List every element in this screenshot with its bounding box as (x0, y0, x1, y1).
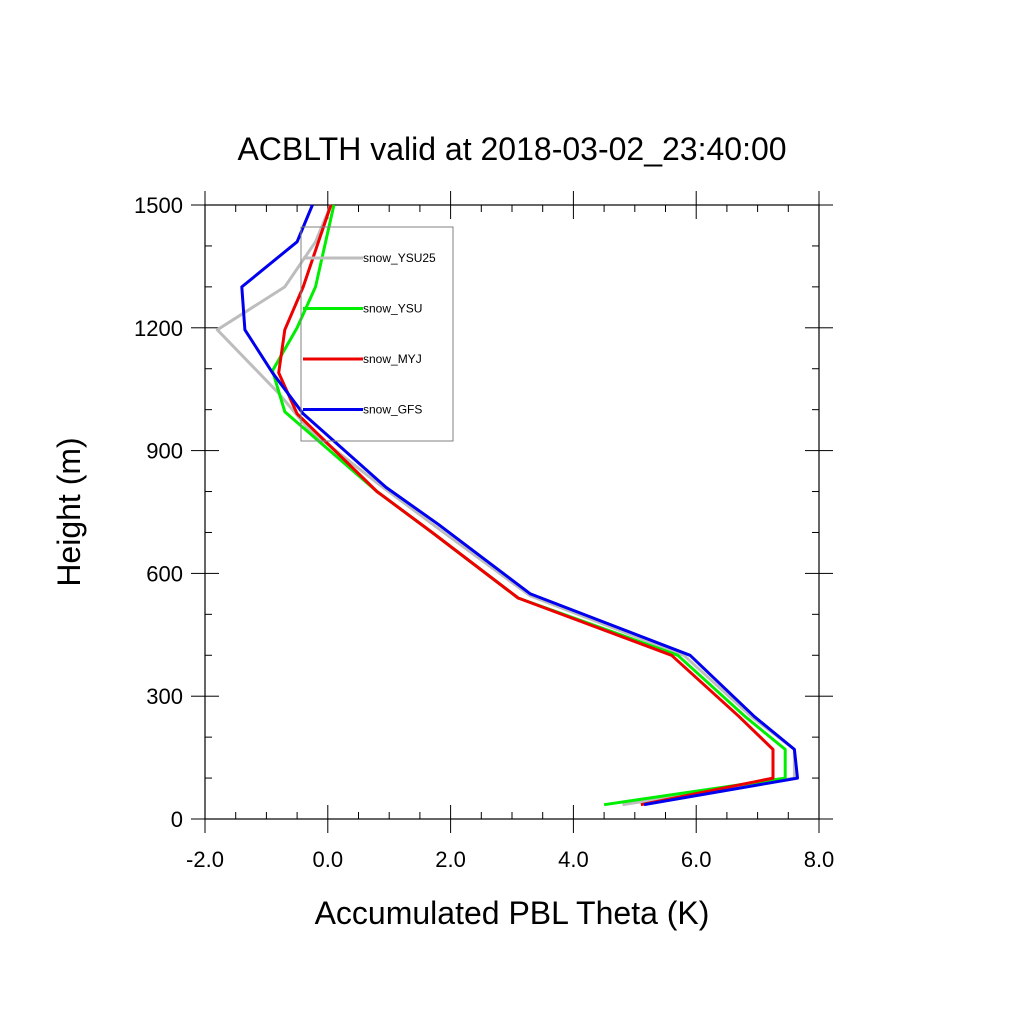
x-tick-label: 4.0 (558, 847, 589, 872)
legend-label: snow_YSU (363, 302, 422, 316)
x-tick-label: -2.0 (186, 847, 224, 872)
x-tick-label: 8.0 (804, 847, 835, 872)
legend-label: snow_GFS (363, 403, 422, 417)
y-tick-label: 600 (146, 561, 183, 586)
series-line-snow-ysu (271, 204, 787, 807)
x-tick-label: 6.0 (681, 847, 712, 872)
series-line-snow-ysu25 (215, 204, 796, 807)
x-tick-label: 2.0 (435, 847, 466, 872)
y-tick-label: 1500 (134, 193, 183, 218)
y-axis-title: Height (m) (51, 437, 87, 586)
y-tick-label: 0 (171, 807, 183, 832)
series-line-snow-gfs (240, 204, 799, 807)
y-tick-label: 300 (146, 684, 183, 709)
y-tick-label: 900 (146, 439, 183, 464)
legend: snow_YSU25 snow_YSU snow_MYJ snow_GFS (300, 226, 454, 442)
axis-ticks: -2.0 0.0 2.0 4.0 6.0 8.0 0 300 600 900 1200 1500 (134, 191, 834, 872)
legend-label: snow_MYJ (363, 352, 422, 366)
legend-label: snow_YSU25 (363, 251, 436, 265)
plot-frame (204, 204, 820, 820)
legend-box (300, 226, 454, 442)
x-tick-label: 0.0 (313, 847, 344, 872)
series-layer (215, 204, 799, 807)
y-tick-label: 1200 (134, 316, 183, 341)
x-axis-title: Accumulated PBL Theta (K) (315, 895, 710, 931)
chart-title: ACBLTH valid at 2018-03-02_23:40:00 (237, 131, 786, 167)
series-line-snow-myj (277, 204, 775, 807)
